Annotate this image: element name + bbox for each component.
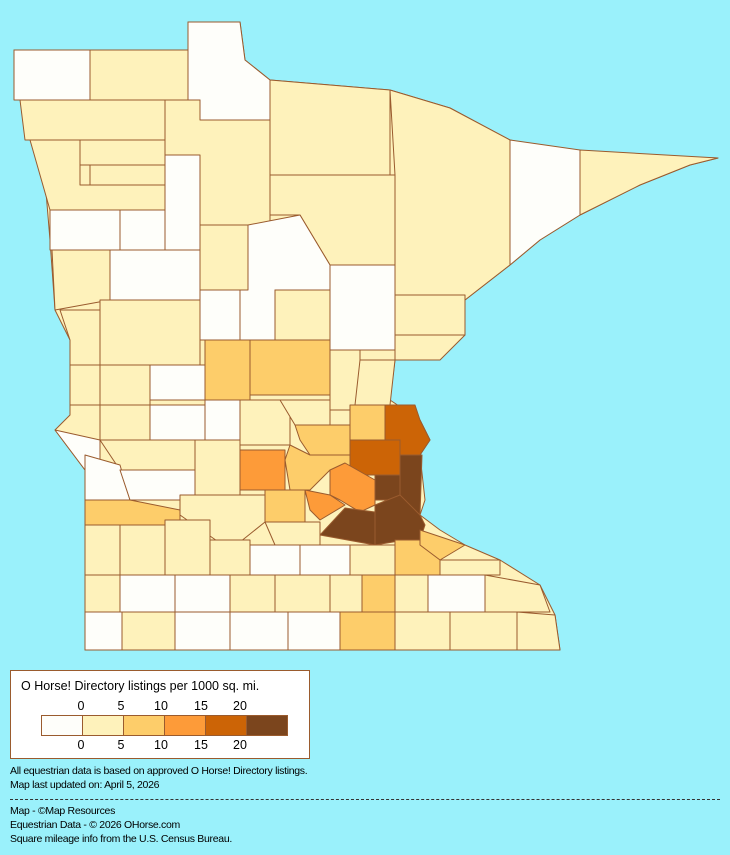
county xyxy=(179,494,266,551)
legend-title: O Horse! Directory listings per 1000 sq.… xyxy=(21,679,260,693)
county xyxy=(79,139,166,166)
county xyxy=(274,574,331,613)
county xyxy=(89,49,189,101)
legend-bottom-label: 15 xyxy=(194,738,208,752)
county xyxy=(174,611,231,651)
county xyxy=(361,574,396,613)
county xyxy=(49,209,121,251)
legend-color-scale xyxy=(41,715,288,736)
county xyxy=(509,139,581,266)
county xyxy=(249,544,301,576)
divider xyxy=(10,799,720,800)
county xyxy=(349,544,396,576)
county xyxy=(119,574,176,613)
county xyxy=(394,294,466,336)
legend-top-label: 15 xyxy=(194,699,208,713)
legend-bottom-label: 10 xyxy=(154,738,168,752)
county xyxy=(149,364,206,401)
county xyxy=(84,611,123,651)
county xyxy=(199,289,241,341)
county xyxy=(394,334,466,361)
legend-swatch xyxy=(83,716,124,735)
legend-swatch xyxy=(124,716,165,735)
county xyxy=(239,399,291,446)
county xyxy=(174,574,231,613)
county xyxy=(516,611,561,651)
county xyxy=(149,404,206,441)
data-source-note: All equestrian data is based on approved… xyxy=(10,765,308,777)
county xyxy=(204,339,251,401)
county xyxy=(339,611,396,651)
county xyxy=(199,224,249,291)
county xyxy=(89,164,166,186)
county xyxy=(109,249,201,301)
county xyxy=(264,489,306,523)
legend: O Horse! Directory listings per 1000 sq.… xyxy=(10,670,310,759)
county xyxy=(394,611,451,651)
county xyxy=(389,89,511,301)
county xyxy=(204,399,241,441)
county xyxy=(99,299,201,366)
county xyxy=(121,611,176,651)
county xyxy=(84,499,181,526)
county xyxy=(164,519,211,576)
county xyxy=(13,49,91,101)
legend-top-label: 10 xyxy=(154,699,168,713)
county xyxy=(304,489,346,521)
county xyxy=(329,574,363,613)
county xyxy=(394,574,429,613)
county xyxy=(299,544,351,576)
county xyxy=(239,449,286,491)
legend-swatch xyxy=(247,716,287,735)
legend-top-label: 0 xyxy=(77,699,85,713)
minnesota-county-map xyxy=(13,21,719,651)
county xyxy=(69,364,101,406)
county xyxy=(229,574,276,613)
county xyxy=(99,404,151,441)
county xyxy=(59,309,101,366)
county xyxy=(99,364,151,406)
legend-bottom-label: 5 xyxy=(117,738,125,752)
county xyxy=(119,209,166,251)
data-credit: Equestrian Data - © 2026 OHorse.com xyxy=(10,819,180,831)
county xyxy=(427,574,486,613)
county xyxy=(164,154,201,256)
county xyxy=(287,611,341,651)
county xyxy=(194,439,241,496)
county xyxy=(484,574,551,613)
county xyxy=(84,574,121,613)
county xyxy=(19,99,166,141)
county xyxy=(449,611,518,651)
county xyxy=(119,524,166,576)
legend-bottom-label: 20 xyxy=(233,738,247,752)
legend-top-label: 5 xyxy=(117,699,125,713)
county xyxy=(249,339,331,396)
county xyxy=(329,264,396,351)
legend-swatch xyxy=(165,716,206,735)
county xyxy=(84,524,121,576)
county xyxy=(229,611,289,651)
legend-bottom-label: 0 xyxy=(77,738,85,752)
legend-swatch xyxy=(206,716,247,735)
county xyxy=(354,359,396,406)
census-credit: Square mileage info from the U.S. Census… xyxy=(10,833,232,845)
county xyxy=(269,79,391,176)
legend-swatch xyxy=(42,716,83,735)
last-updated-note: Map last updated on: April 5, 2026 xyxy=(10,779,160,791)
county xyxy=(209,539,251,576)
map-credit: Map - ©Map Resources xyxy=(10,805,116,817)
county xyxy=(264,521,321,546)
county xyxy=(579,149,719,216)
legend-top-label: 20 xyxy=(233,699,247,713)
county xyxy=(349,404,386,441)
county xyxy=(439,559,501,576)
